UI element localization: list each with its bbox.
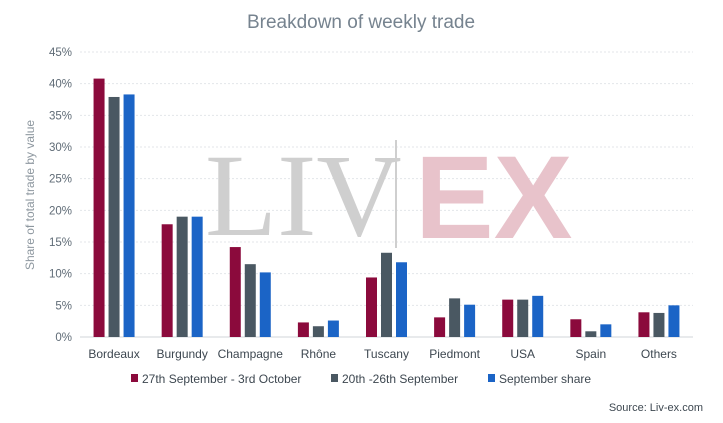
bar	[161, 224, 173, 337]
category-label: Bordeaux	[88, 347, 139, 361]
bar	[191, 216, 203, 337]
bar	[638, 312, 650, 337]
y-tick-label: 25%	[49, 174, 72, 186]
bar	[585, 331, 597, 337]
y-tick-label: 45%	[49, 47, 72, 59]
bar	[312, 326, 324, 337]
bar	[502, 299, 514, 337]
y-tick-label: 30%	[49, 142, 72, 154]
y-tick-label: 35%	[49, 110, 72, 122]
bar	[600, 324, 612, 337]
bar	[396, 262, 407, 337]
bar	[668, 305, 680, 337]
bar	[449, 298, 461, 337]
bar	[259, 272, 271, 337]
y-tick-label: 40%	[49, 79, 72, 91]
bar	[176, 216, 188, 337]
bar	[532, 295, 544, 337]
y-tick-label: 0%	[55, 332, 72, 344]
category-label: Rhône	[301, 347, 337, 361]
bar	[244, 264, 256, 337]
bar	[93, 78, 105, 337]
y-tick-label: 15%	[49, 237, 72, 249]
category-label: Spain	[575, 347, 606, 361]
watermark-ex: EX	[415, 132, 572, 264]
y-tick-label: 5%	[55, 300, 72, 312]
category-label: USA	[510, 347, 535, 361]
y-tick-label: 20%	[49, 205, 72, 217]
legend-label: 20th -26th September	[342, 372, 458, 386]
legend-label: 27th September - 3rd October	[142, 372, 301, 386]
watermark-liv: LIV	[205, 130, 402, 261]
category-label: Tuscany	[364, 347, 409, 361]
y-tick-labels: 0% 5% 10% 15% 20% 25% 30% 35% 40% 45%	[49, 47, 72, 344]
legend-swatch	[131, 374, 138, 382]
y-tick-label: 10%	[49, 269, 72, 281]
bar	[517, 299, 529, 337]
bar	[434, 317, 446, 337]
bar	[327, 320, 339, 337]
bar	[570, 319, 582, 337]
bar	[297, 322, 309, 337]
category-label: Piedmont	[429, 347, 480, 361]
legend-swatch	[331, 374, 338, 382]
bar	[108, 96, 120, 337]
source-note: Source: Liv-ex.com	[609, 402, 703, 414]
y-axis-label: Share of total trade by value	[23, 120, 37, 270]
bar	[229, 247, 241, 337]
category-label: Champagne	[218, 347, 284, 361]
legend: 27th September - 3rd October 20th -26th S…	[131, 372, 591, 386]
bar	[366, 277, 377, 337]
bars	[93, 78, 680, 337]
legend-label: September share	[499, 372, 591, 386]
category-label: Others	[641, 347, 677, 361]
category-label: Burgundy	[156, 347, 207, 361]
chart-title: Breakdown of weekly trade	[247, 12, 475, 33]
bar	[464, 304, 476, 337]
bar	[653, 312, 665, 337]
legend-swatch	[488, 374, 495, 382]
bar	[381, 252, 392, 337]
watermark: LIV EX	[205, 130, 572, 264]
category-labels: Bordeaux Burgundy Champagne Rhône Tuscany Pie…	[88, 347, 677, 361]
bar	[123, 94, 135, 337]
